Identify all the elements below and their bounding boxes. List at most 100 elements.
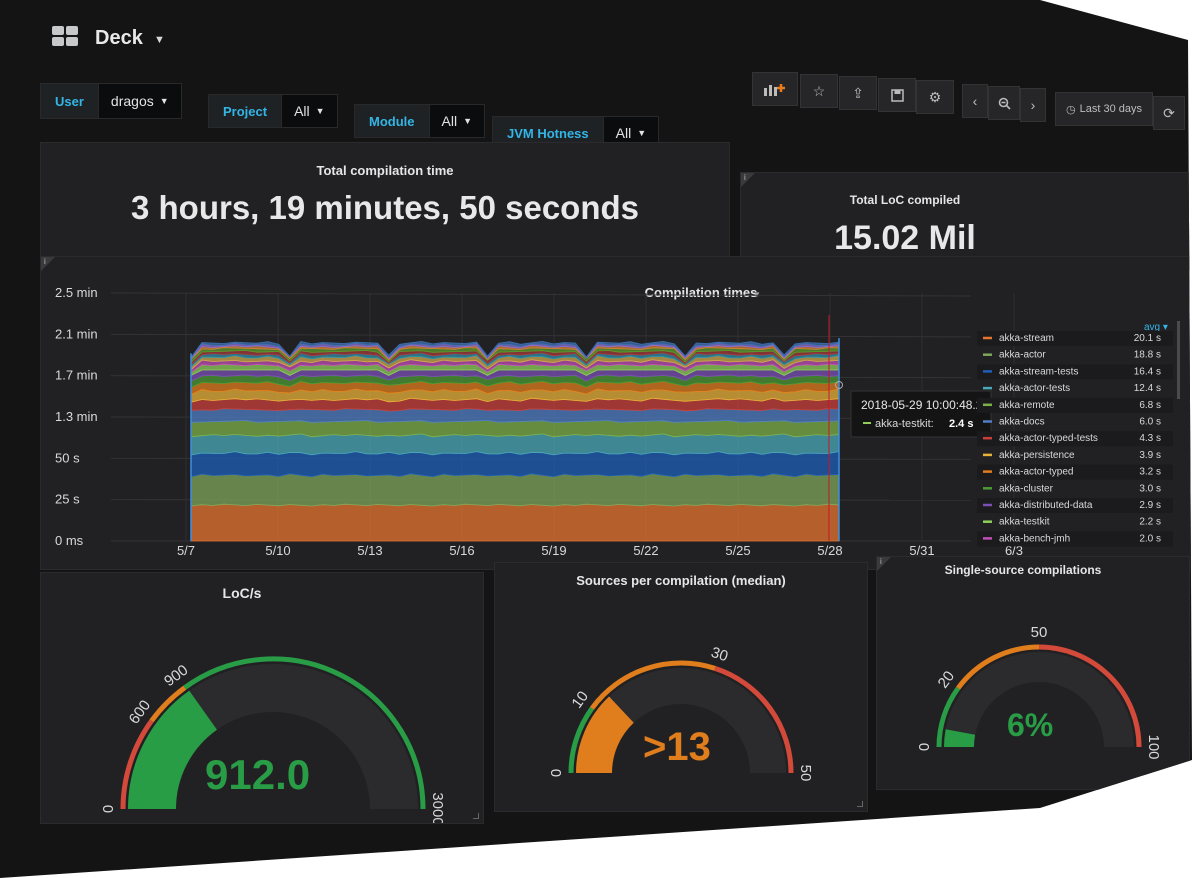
variable-value[interactable]: All ▼ [428, 104, 485, 138]
stat-value: 3 hours, 19 minutes, 50 seconds [130, 189, 640, 226]
zoom-out-icon[interactable] [988, 86, 1020, 120]
legend-series-avg: 16.4 s [1134, 366, 1161, 377]
legend-series-avg: 20.1 s [1134, 333, 1161, 344]
gauge-tick-label: 50 [1031, 624, 1048, 641]
x-tick-label: 5/10 [265, 543, 290, 558]
legend-header: avg ▾ [1144, 322, 1168, 333]
stat-panel-total-time[interactable]: Total compilation time 3 hours, 19 minut… [40, 142, 730, 268]
gauge-sources: 0 10 30 50 [548, 644, 814, 781]
resize-handle[interactable] [473, 813, 479, 819]
gauge-panel-sources[interactable]: Sources per compilation (median) 0 10 30 50… [494, 562, 868, 812]
variable-user[interactable]: User dragos ▼ [40, 83, 182, 119]
legend-series-avg: 3.0 s [1139, 483, 1161, 494]
info-icon[interactable]: i [877, 557, 891, 571]
gauge-panel-locs[interactable]: LoC/s 0 600 900 3000 912.0 [40, 572, 484, 824]
save-icon[interactable] [878, 78, 916, 112]
series-area [190, 473, 840, 507]
variable-project[interactable]: Project All ▼ [208, 94, 338, 128]
caret-down-icon: ▼ [637, 128, 647, 138]
caret-down-icon: ▼ [315, 106, 325, 116]
gauge-track [944, 652, 1134, 748]
x-tick-label: 6/3 [1005, 543, 1023, 558]
variable-value[interactable]: All ▼ [281, 94, 338, 128]
legend-series-avg: 6.0 s [1139, 417, 1161, 428]
tooltip-series: akka-testkit: [875, 418, 934, 430]
gauge-threshold-arc [120, 719, 154, 810]
time-range-picker[interactable]: ◷ Last 30 days [1055, 92, 1153, 126]
caret-down-icon: ▼ [159, 96, 169, 106]
x-tick-label: 5/7 [177, 543, 195, 558]
compilation-times-chart[interactable]: Compilation times▼ 0 ms 25 s 50 s 1.3 min 1.7… [41, 257, 1191, 569]
gauge-threshold-arc [149, 685, 187, 723]
gauge-threshold-arc [936, 686, 961, 748]
tooltip-time: 2018-05-29 10:00:48.213 [861, 398, 996, 412]
gauge-threshold-arc [589, 660, 716, 710]
gauge-tick-label: 3000 [429, 792, 446, 823]
info-icon[interactable]: i [41, 257, 55, 271]
legend-series-avg: 3.9 s [1139, 450, 1161, 461]
variable-value[interactable]: dragos ▼ [97, 83, 182, 119]
y-tick-label: 2.5 min [55, 285, 98, 300]
variable-label: User [40, 83, 98, 119]
legend-series-avg: 6.8 s [1139, 400, 1161, 411]
legend-series-avg: 18.8 s [1134, 350, 1161, 361]
series-area [190, 503, 840, 542]
graph-panel-compilation-times[interactable]: i Compilation times ▼ 0 ms 25 s 50 s 1.3 min 1… [40, 256, 1192, 570]
panel-title: Total LoC compiled [849, 193, 961, 207]
chevron-left-icon[interactable]: ‹ [962, 84, 988, 118]
panel-title: LoC/s [222, 585, 262, 601]
legend-series-name: akka-stream [999, 333, 1054, 344]
grid-line [110, 333, 972, 338]
dashboard-title[interactable]: Deck [95, 27, 143, 49]
gauge-panel-single-source[interactable]: i Single-source compilations 0 20 50 100 6% [876, 556, 1190, 790]
legend-scrollbar [1177, 321, 1180, 399]
gauge-value: 6% [1007, 707, 1054, 743]
gauge-threshold-arc [714, 666, 794, 774]
chevron-right-icon[interactable]: › [1020, 88, 1046, 122]
legend-series-name: akka-actor-tests [999, 383, 1070, 394]
series-area [190, 433, 840, 456]
y-tick-label: 50 s [55, 450, 80, 465]
series-area [190, 451, 840, 478]
gauge-tick-label: 100 [1145, 734, 1162, 759]
add-panel-icon[interactable] [752, 72, 798, 106]
legend-row-bg [977, 397, 1173, 413]
legend-series-name: akka-bench-jmh [999, 533, 1070, 544]
time-range-label: Last 30 days [1079, 103, 1142, 115]
tooltip-value: 2.4 s [949, 418, 973, 430]
legend-series-name: akka-persistence [999, 450, 1075, 461]
grid-icon[interactable] [52, 26, 79, 48]
star-icon[interactable]: ☆ [800, 74, 838, 108]
x-tick-label: 5/16 [449, 543, 474, 558]
gear-icon[interactable]: ⚙ [916, 80, 954, 114]
stat-panel-total-loc[interactable]: i Total LoC compiled 15.02 Mil [740, 172, 1190, 270]
caret-down-icon: ▼ [463, 116, 472, 126]
refresh-icon[interactable]: ⟳ [1153, 96, 1185, 130]
gauge-fill [943, 729, 976, 748]
resize-handle[interactable] [857, 801, 863, 807]
gauge-fill [576, 696, 635, 774]
legend-row-bg [977, 431, 1173, 447]
x-tick-label: 5/28 [817, 543, 842, 558]
gauge-threshold-arc [183, 656, 426, 810]
info-icon[interactable]: i [741, 173, 755, 187]
variable-module[interactable]: Module All ▼ [354, 104, 485, 138]
gauge-tick-label: 0 [100, 805, 117, 813]
chevron-down-icon[interactable]: ▼ [154, 34, 165, 46]
x-tick-label: 5/19 [541, 543, 566, 558]
gauge-threshold-arc [1038, 644, 1142, 748]
series-area [190, 420, 840, 438]
share-icon[interactable]: ⇪ [839, 76, 877, 110]
legend-row-bg [977, 498, 1173, 513]
legend-series-avg: 2.0 s [1139, 533, 1161, 544]
legend-series-avg: 12.4 s [1134, 383, 1161, 394]
gauge-tick-label: 0 [916, 743, 933, 751]
y-tick-label: 25 s [55, 492, 80, 507]
legend-series-name: akka-cluster [999, 483, 1054, 494]
chart-title: Compilation times [645, 285, 758, 300]
legend-series-name: akka-actor [999, 350, 1046, 361]
gauge-fill [128, 690, 218, 810]
variable-label: Project [208, 94, 282, 128]
